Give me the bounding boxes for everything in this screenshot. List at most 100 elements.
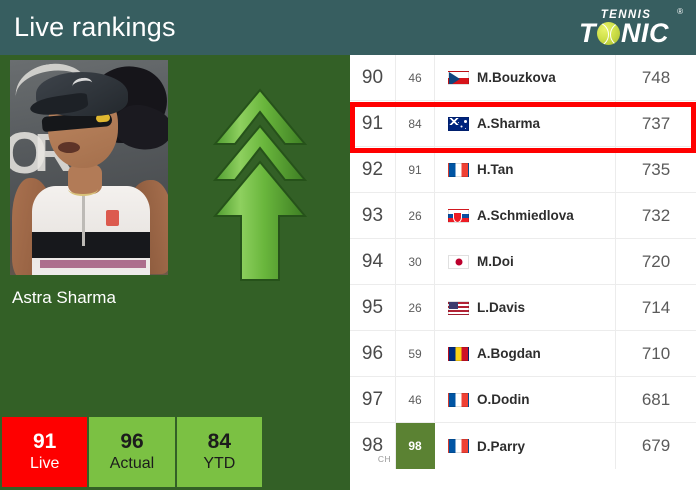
table-row[interactable]: 90 46 M.Bouzkova 748 (350, 55, 696, 101)
table-row[interactable]: 97 46 O.Dodin 681 (350, 377, 696, 423)
player-name-cell: O.Dodin (477, 392, 530, 407)
page-header: Live rankings TENNIS T NIC ® (0, 0, 696, 55)
secondary-rank-value: 98 (408, 439, 422, 453)
player-name-cell: A.Bogdan (477, 346, 541, 361)
australia-flag-icon (448, 116, 469, 131)
secondary-rank-value: 46 (408, 70, 422, 85)
player-name-cell: D.Parry (477, 438, 526, 454)
logo-letter-t: T (579, 18, 596, 48)
cell-points: 714 (616, 285, 696, 330)
points-value: 710 (641, 343, 671, 363)
table-row[interactable]: 93 26 A.Schmiedlova 732 (350, 193, 696, 239)
cell-player[interactable]: A.Schmiedlova (435, 193, 616, 238)
cell-points: 679 (616, 423, 696, 469)
rank-value: 98 (361, 435, 384, 456)
cell-player[interactable]: A.Bogdan (435, 331, 616, 376)
czech-republic-flag-icon (448, 70, 469, 85)
rankings-table[interactable]: 90 46 M.Bouzkova 748 91 84 A.Sharma 737 92 91 H.Ta… (350, 55, 696, 490)
points-value: 737 (641, 113, 671, 133)
rank-value: 97 (361, 388, 384, 410)
rank-value: 96 (361, 342, 384, 364)
stat-live-label: Live (29, 455, 60, 472)
cell-secondary-rank: 46 (396, 55, 435, 100)
stat-ytd[interactable]: 84 YTD (176, 417, 262, 487)
secondary-rank-value: 46 (408, 392, 422, 407)
stat-actual[interactable]: 96 Actual (89, 417, 175, 487)
france-flag-icon (448, 392, 469, 407)
player-name-cell: M.Doi (477, 254, 514, 269)
rank-value: 93 (361, 204, 384, 226)
player-name-cell: L.Davis (477, 300, 526, 315)
player-shirt-accent (40, 260, 146, 268)
cell-rank: 95 (350, 285, 396, 330)
cell-player[interactable]: L.Davis (435, 285, 616, 330)
stat-actual-value: 96 (120, 430, 144, 453)
secondary-rank-value: 30 (408, 254, 422, 269)
secondary-rank-value: 26 (408, 300, 422, 315)
cell-player[interactable]: D.Parry (435, 423, 616, 469)
cell-secondary-rank: 46 (396, 377, 435, 422)
stat-live-value: 91 (32, 430, 57, 453)
cell-rank: 91 (350, 101, 396, 146)
france-flag-icon (448, 439, 469, 453)
united-states-flag-icon (448, 300, 469, 315)
france-flag-icon (448, 162, 469, 177)
table-row[interactable]: 96 59 A.Bogdan 710 (350, 331, 696, 377)
stat-actual-label: Actual (109, 455, 155, 472)
table-row[interactable]: 98 CH 98 D.Parry 679 (350, 423, 696, 469)
player-name-cell: H.Tan (477, 162, 514, 177)
secondary-rank-value: 84 (408, 116, 422, 131)
cell-secondary-rank: 26 (396, 193, 435, 238)
cell-points: 748 (616, 55, 696, 100)
rank-value: 90 (361, 66, 384, 88)
japan-flag-icon (448, 254, 469, 269)
table-row[interactable]: 94 30 M.Doi 720 (350, 239, 696, 285)
cell-points: 681 (616, 377, 696, 422)
cell-points: 732 (616, 193, 696, 238)
cell-secondary-rank: 26 (396, 285, 435, 330)
logo-wordmark: T NIC (579, 18, 669, 48)
triple-chevron-up-arrow-icon (213, 88, 307, 281)
player-name-cell: A.Sharma (477, 116, 541, 131)
cell-player[interactable]: M.Doi (435, 239, 616, 284)
stat-live[interactable]: 91 Live (2, 417, 88, 487)
table-row[interactable]: 91 84 A.Sharma 737 (350, 101, 696, 147)
cell-player[interactable]: M.Bouzkova (435, 55, 616, 100)
points-value: 720 (641, 251, 671, 271)
tennis-tonic-logo[interactable]: TENNIS T NIC ® (558, 3, 690, 53)
points-value: 679 (641, 436, 671, 455)
player-mouth (58, 142, 80, 153)
points-value: 748 (641, 67, 671, 87)
cell-rank: 93 (350, 193, 396, 238)
player-shirt-zipper (82, 188, 85, 246)
points-value: 732 (641, 205, 671, 225)
slovakia-flag-icon (448, 208, 469, 223)
cell-player[interactable]: H.Tan (435, 147, 616, 192)
player-necklace (68, 182, 98, 196)
cell-rank: 97 (350, 377, 396, 422)
registered-trademark-icon: ® (677, 6, 683, 16)
points-value: 714 (641, 297, 671, 317)
career-high-label: CH (377, 454, 391, 464)
secondary-rank-value: 59 (408, 346, 422, 361)
cell-rank: 94 (350, 239, 396, 284)
cell-player[interactable]: O.Dodin (435, 377, 616, 422)
cell-secondary-rank: 84 (396, 101, 435, 146)
points-value: 681 (641, 389, 671, 409)
player-photo: O R (10, 60, 168, 275)
table-row[interactable]: 95 26 L.Davis 714 (350, 285, 696, 331)
table-row[interactable]: 92 91 H.Tan 735 (350, 147, 696, 193)
secondary-rank-value: 91 (408, 162, 422, 177)
cell-rank: 98 CH (350, 423, 396, 469)
logo-top-text: TENNIS (600, 9, 652, 21)
cell-rank: 92 (350, 147, 396, 192)
page-title: Live rankings (14, 12, 176, 42)
tennis-ball-icon (597, 21, 620, 45)
cell-rank: 90 (350, 55, 396, 100)
cell-points: 735 (616, 147, 696, 192)
cell-points: 737 (616, 101, 696, 146)
cell-player[interactable]: A.Sharma (435, 101, 616, 146)
stat-ytd-label: YTD (203, 455, 236, 472)
player-shirt-logo (106, 210, 119, 226)
